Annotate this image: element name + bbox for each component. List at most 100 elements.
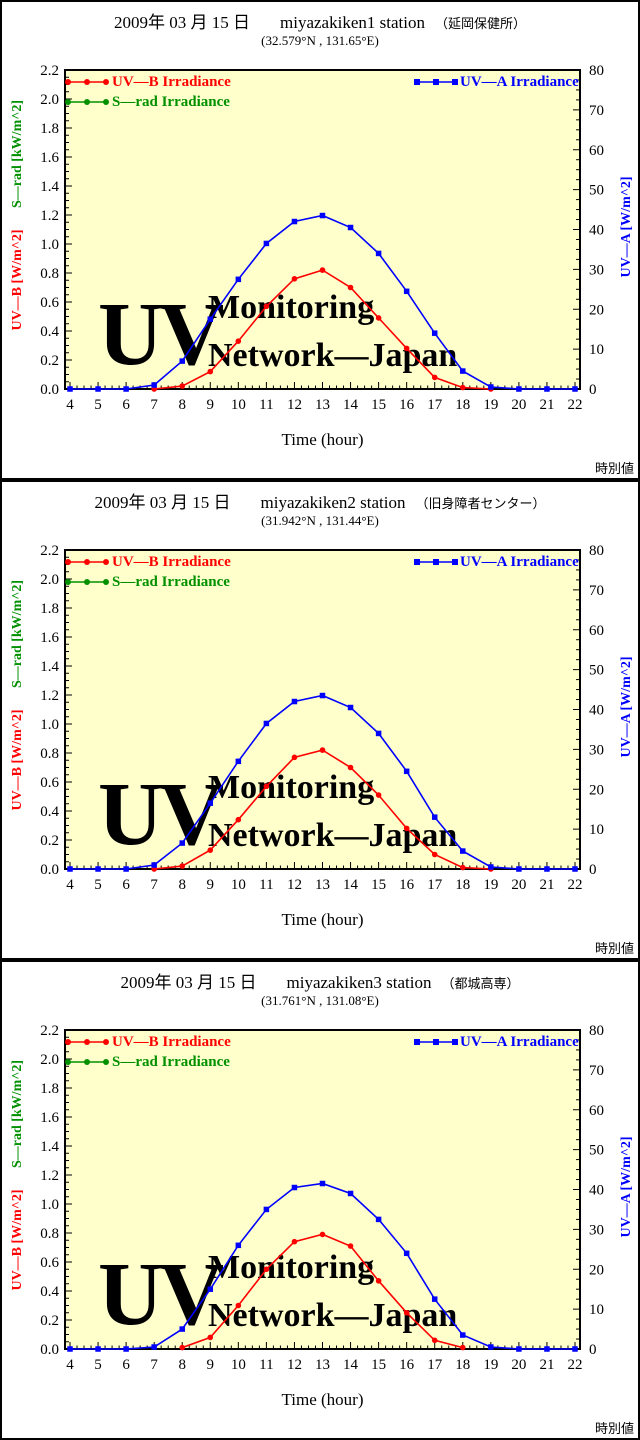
x-tick-label: 13 [315,1357,330,1373]
y-right-tick-label: 50 [589,1143,604,1159]
y-left-tick-label: 0.2 [40,1313,59,1329]
legend-uva-label: UV—A Irradiance [460,554,579,570]
x-tick-label: 7 [150,877,158,893]
left-axis-label-uvb: UV—B [W/m^2] [10,1189,25,1291]
y-left-tick-label: 1.0 [40,717,59,733]
x-tick-label: 14 [343,397,359,413]
x-tick-label: 7 [150,1357,158,1373]
y-right-tick-label: 60 [589,623,604,639]
x-tick-label: 20 [511,1357,526,1373]
left-axis-label-uvb: UV—B [W/m^2] [10,709,25,811]
y-left-tick-label: 1.4 [40,179,59,195]
title-date: 2009年 03 月 15 日 [120,973,257,992]
legend-srad-marker [65,1059,109,1065]
data-point [319,212,326,219]
watermark-uv: UV [98,285,223,384]
title-date: 2009年 03 月 15 日 [114,13,251,32]
legend-uva-label: UV—A Irradiance [460,1034,579,1050]
data-point [151,382,157,388]
x-tick-label: 21 [539,397,554,413]
watermark-network-japan: Network—Japan [208,817,457,854]
data-point [207,847,214,853]
right-axis-label-uva: UV—A [W/m^2] [619,656,634,758]
x-tick-label: 8 [178,1357,186,1373]
data-point [572,866,578,872]
y-left-tick-label: 0.8 [40,1226,59,1242]
y-left-tick-label: 2.2 [40,543,59,559]
x-tick-label: 16 [399,877,415,893]
y-right-tick-label: 0 [589,382,597,398]
data-point [572,386,578,392]
y-right-tick-label: 40 [589,1183,604,1199]
y-right-tick-label: 50 [589,663,604,679]
right-axis-label-uva: UV—A [W/m^2] [619,176,634,278]
data-point [459,384,466,391]
series-uva [67,212,578,392]
data-point [375,1278,382,1284]
data-point [375,315,382,321]
data-point [347,764,354,771]
data-point [179,358,185,364]
y-right-tick-label: 80 [589,63,604,79]
data-point [375,792,382,798]
x-tick-label: 15 [371,877,386,893]
tick-labels: 4 5 6 7 8 9 10 11 12 13 14 15 16 17 18 19 20 21 22 0.0 0.2 0.… [40,1023,604,1373]
y-left-tick-label: 1.4 [40,1139,59,1155]
data-point [516,866,522,872]
data-point [319,267,326,273]
data-point [235,1302,242,1309]
legend-uvb-marker [65,1039,109,1045]
y-left-tick-label: 1.2 [40,1168,59,1184]
x-tick-label: 7 [150,397,158,413]
data-point [151,862,157,868]
data-point [291,276,298,282]
data-point [263,303,270,310]
x-tick-label: 16 [399,397,415,413]
x-tick-label: 11 [259,397,273,413]
data-point [431,814,438,820]
x-tick-label: 5 [94,1357,102,1373]
x-tick-label: 14 [343,877,359,893]
data-point [403,1309,410,1316]
x-tick-label: 5 [94,397,102,413]
data-point [347,704,354,711]
y-left-tick-label: 0.2 [40,833,59,849]
y-right-tick-label: 80 [589,1023,604,1039]
x-tick-label: 18 [455,877,470,893]
y-right-tick-label: 60 [589,1103,604,1119]
plot-frame [64,1029,581,1350]
y-left-tick-label: 2.2 [40,1023,59,1039]
y-right-tick-label: 10 [589,822,604,838]
watermark-network-japan: Network—Japan [208,337,457,374]
y-right-tick-label: 0 [589,1342,597,1358]
data-point [263,1266,270,1273]
right-axis-label-uva: UV—A [W/m^2] [619,1136,634,1238]
data-point [460,848,466,854]
left-axis-label-srad: S—rad [kW/m^2] [10,99,25,209]
chart-coordinates: (31.761°N , 131.08°E) [261,993,379,1008]
data-point [403,768,410,775]
data-point [179,383,186,389]
data-point [347,1243,354,1249]
data-point [347,224,354,231]
title-station: miyazakiken3 station [286,973,432,992]
data-point [235,276,242,283]
series-uvb [151,267,494,392]
legend-markers [65,79,458,105]
left-axis-label-srad: S—rad [kW/m^2] [10,579,25,689]
tick-labels: 4 5 6 7 8 9 10 11 12 13 14 15 16 17 18 19 20 21 22 0.0 0.2 0.… [40,543,604,893]
data-point [488,384,494,390]
x-tick-label: 12 [287,1357,302,1373]
data-point [347,284,354,291]
plot-frame [64,69,581,390]
y-left-tick-label: 1.6 [40,630,59,646]
y-left-tick-label: 0.2 [40,353,59,369]
data-point [516,1346,522,1352]
data-point [488,864,494,870]
data-point [431,851,438,858]
data-point [319,692,326,699]
x-tick-label: 5 [94,877,102,893]
legend-srad-label: S—rad Irradiance [112,94,230,110]
